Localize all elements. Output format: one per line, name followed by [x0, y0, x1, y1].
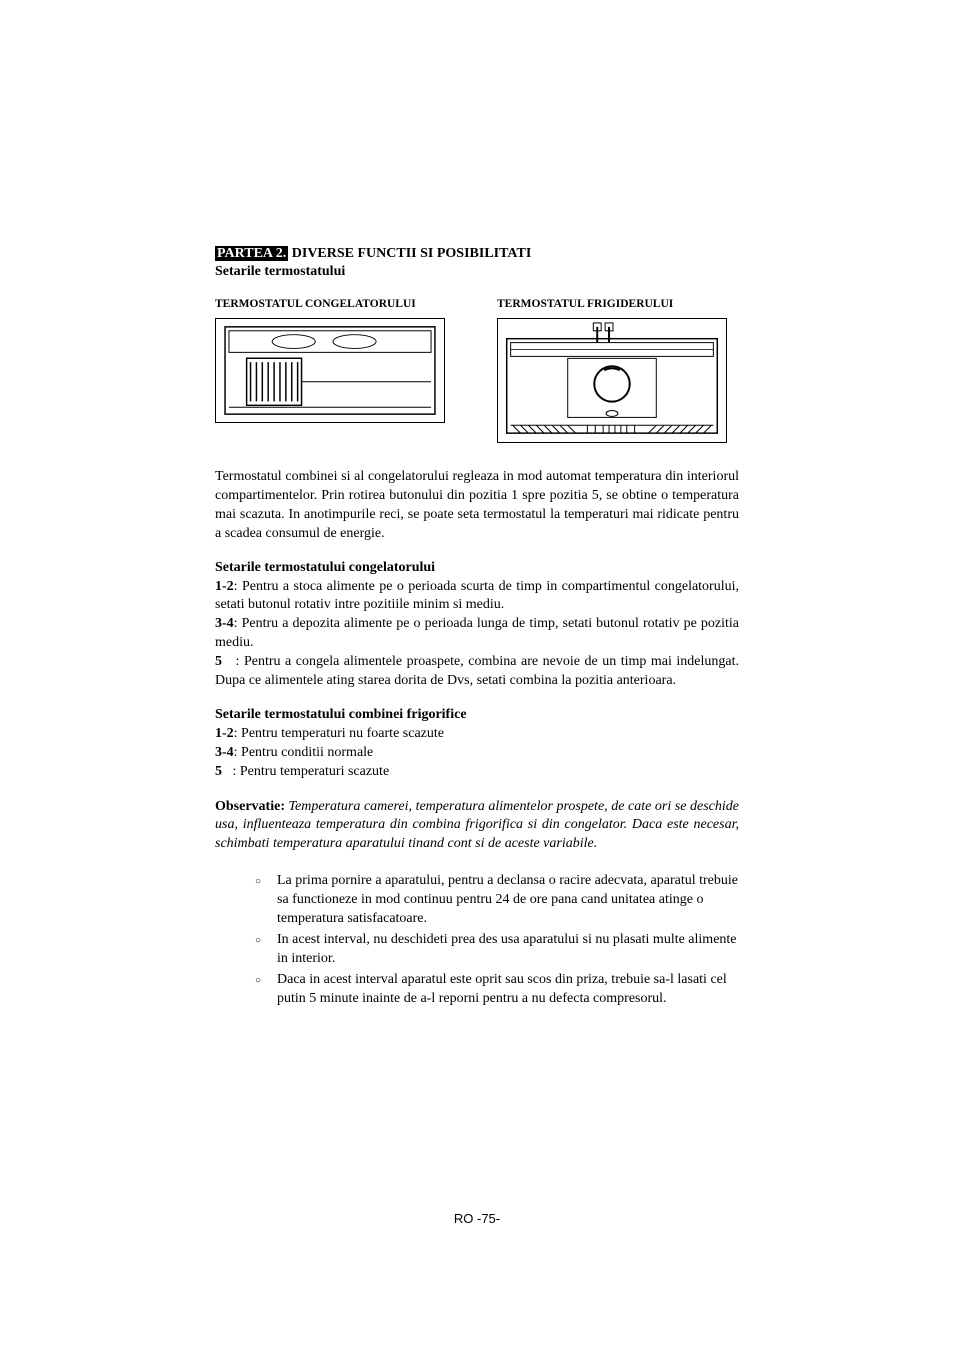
bullet-item: In acest interval, nu deschideti prea de… [255, 931, 739, 969]
fridge-setting-34: 3-4: Pentru conditii normale [215, 744, 739, 763]
fridge-setting-5: 5 : Pentru temperaturi scazute [215, 763, 739, 782]
section-subtitle: Setarile termostatului [215, 264, 739, 280]
fridge-settings-block: Setarile termostatului combinei frigorif… [215, 707, 739, 782]
observation-text: Temperatura camerei, temperatura aliment… [215, 799, 739, 852]
thermostat-freezer-col: TERMOSTATUL CONGELATORULUI [215, 298, 457, 448]
fridge-setting-12: 1-2: Pentru temperaturi nu foarte scazut… [215, 725, 739, 744]
freezer-setting-34: 3-4: Pentru a depozita alimente pe o per… [215, 615, 739, 653]
part-title: DIVERSE FUNCTII SI POSIBILITATI [288, 246, 531, 261]
bullet-item: La prima pornire a aparatului, pentru a … [255, 872, 739, 929]
bullet-list: La prima pornire a aparatului, pentru a … [215, 872, 739, 1008]
thermostat-row: TERMOSTATUL CONGELATORULUI [215, 298, 739, 448]
intro-paragraph: Termostatul combinei si al congelatorulu… [215, 468, 739, 544]
freezer-setting-12: 1-2: Pentru a stoca alimente pe o perioa… [215, 578, 739, 616]
observation-label: Observatie: [215, 799, 285, 814]
thermostat-fridge-col: TERMOSTATUL FRIGIDERULUI [497, 298, 739, 448]
thermostat-freezer-diagram [215, 318, 445, 423]
observation-block: Observatie: Temperatura camerei, tempera… [215, 798, 739, 855]
fridge-settings-title: Setarile termostatului combinei frigorif… [215, 707, 739, 723]
freezer-settings-block: Setarile termostatului congelatorului 1-… [215, 560, 739, 691]
thermostat-fridge-label: TERMOSTATUL FRIGIDERULUI [497, 298, 739, 310]
thermostat-fridge-diagram [497, 318, 727, 443]
thermostat-freezer-label: TERMOSTATUL CONGELATORULUI [215, 298, 457, 310]
bullet-item: Daca in acest interval aparatul este opr… [255, 971, 739, 1009]
freezer-settings-title: Setarile termostatului congelatorului [215, 560, 739, 576]
part-label-inverted: PARTEA 2. [215, 246, 288, 261]
document-page: PARTEA 2. DIVERSE FUNCTII SI POSIBILITAT… [0, 0, 954, 1008]
page-footer: RO -75- [0, 1211, 954, 1226]
section-header: PARTEA 2. DIVERSE FUNCTII SI POSIBILITAT… [215, 246, 739, 262]
freezer-setting-5: 5 : Pentru a congela alimentele proaspet… [215, 653, 739, 691]
